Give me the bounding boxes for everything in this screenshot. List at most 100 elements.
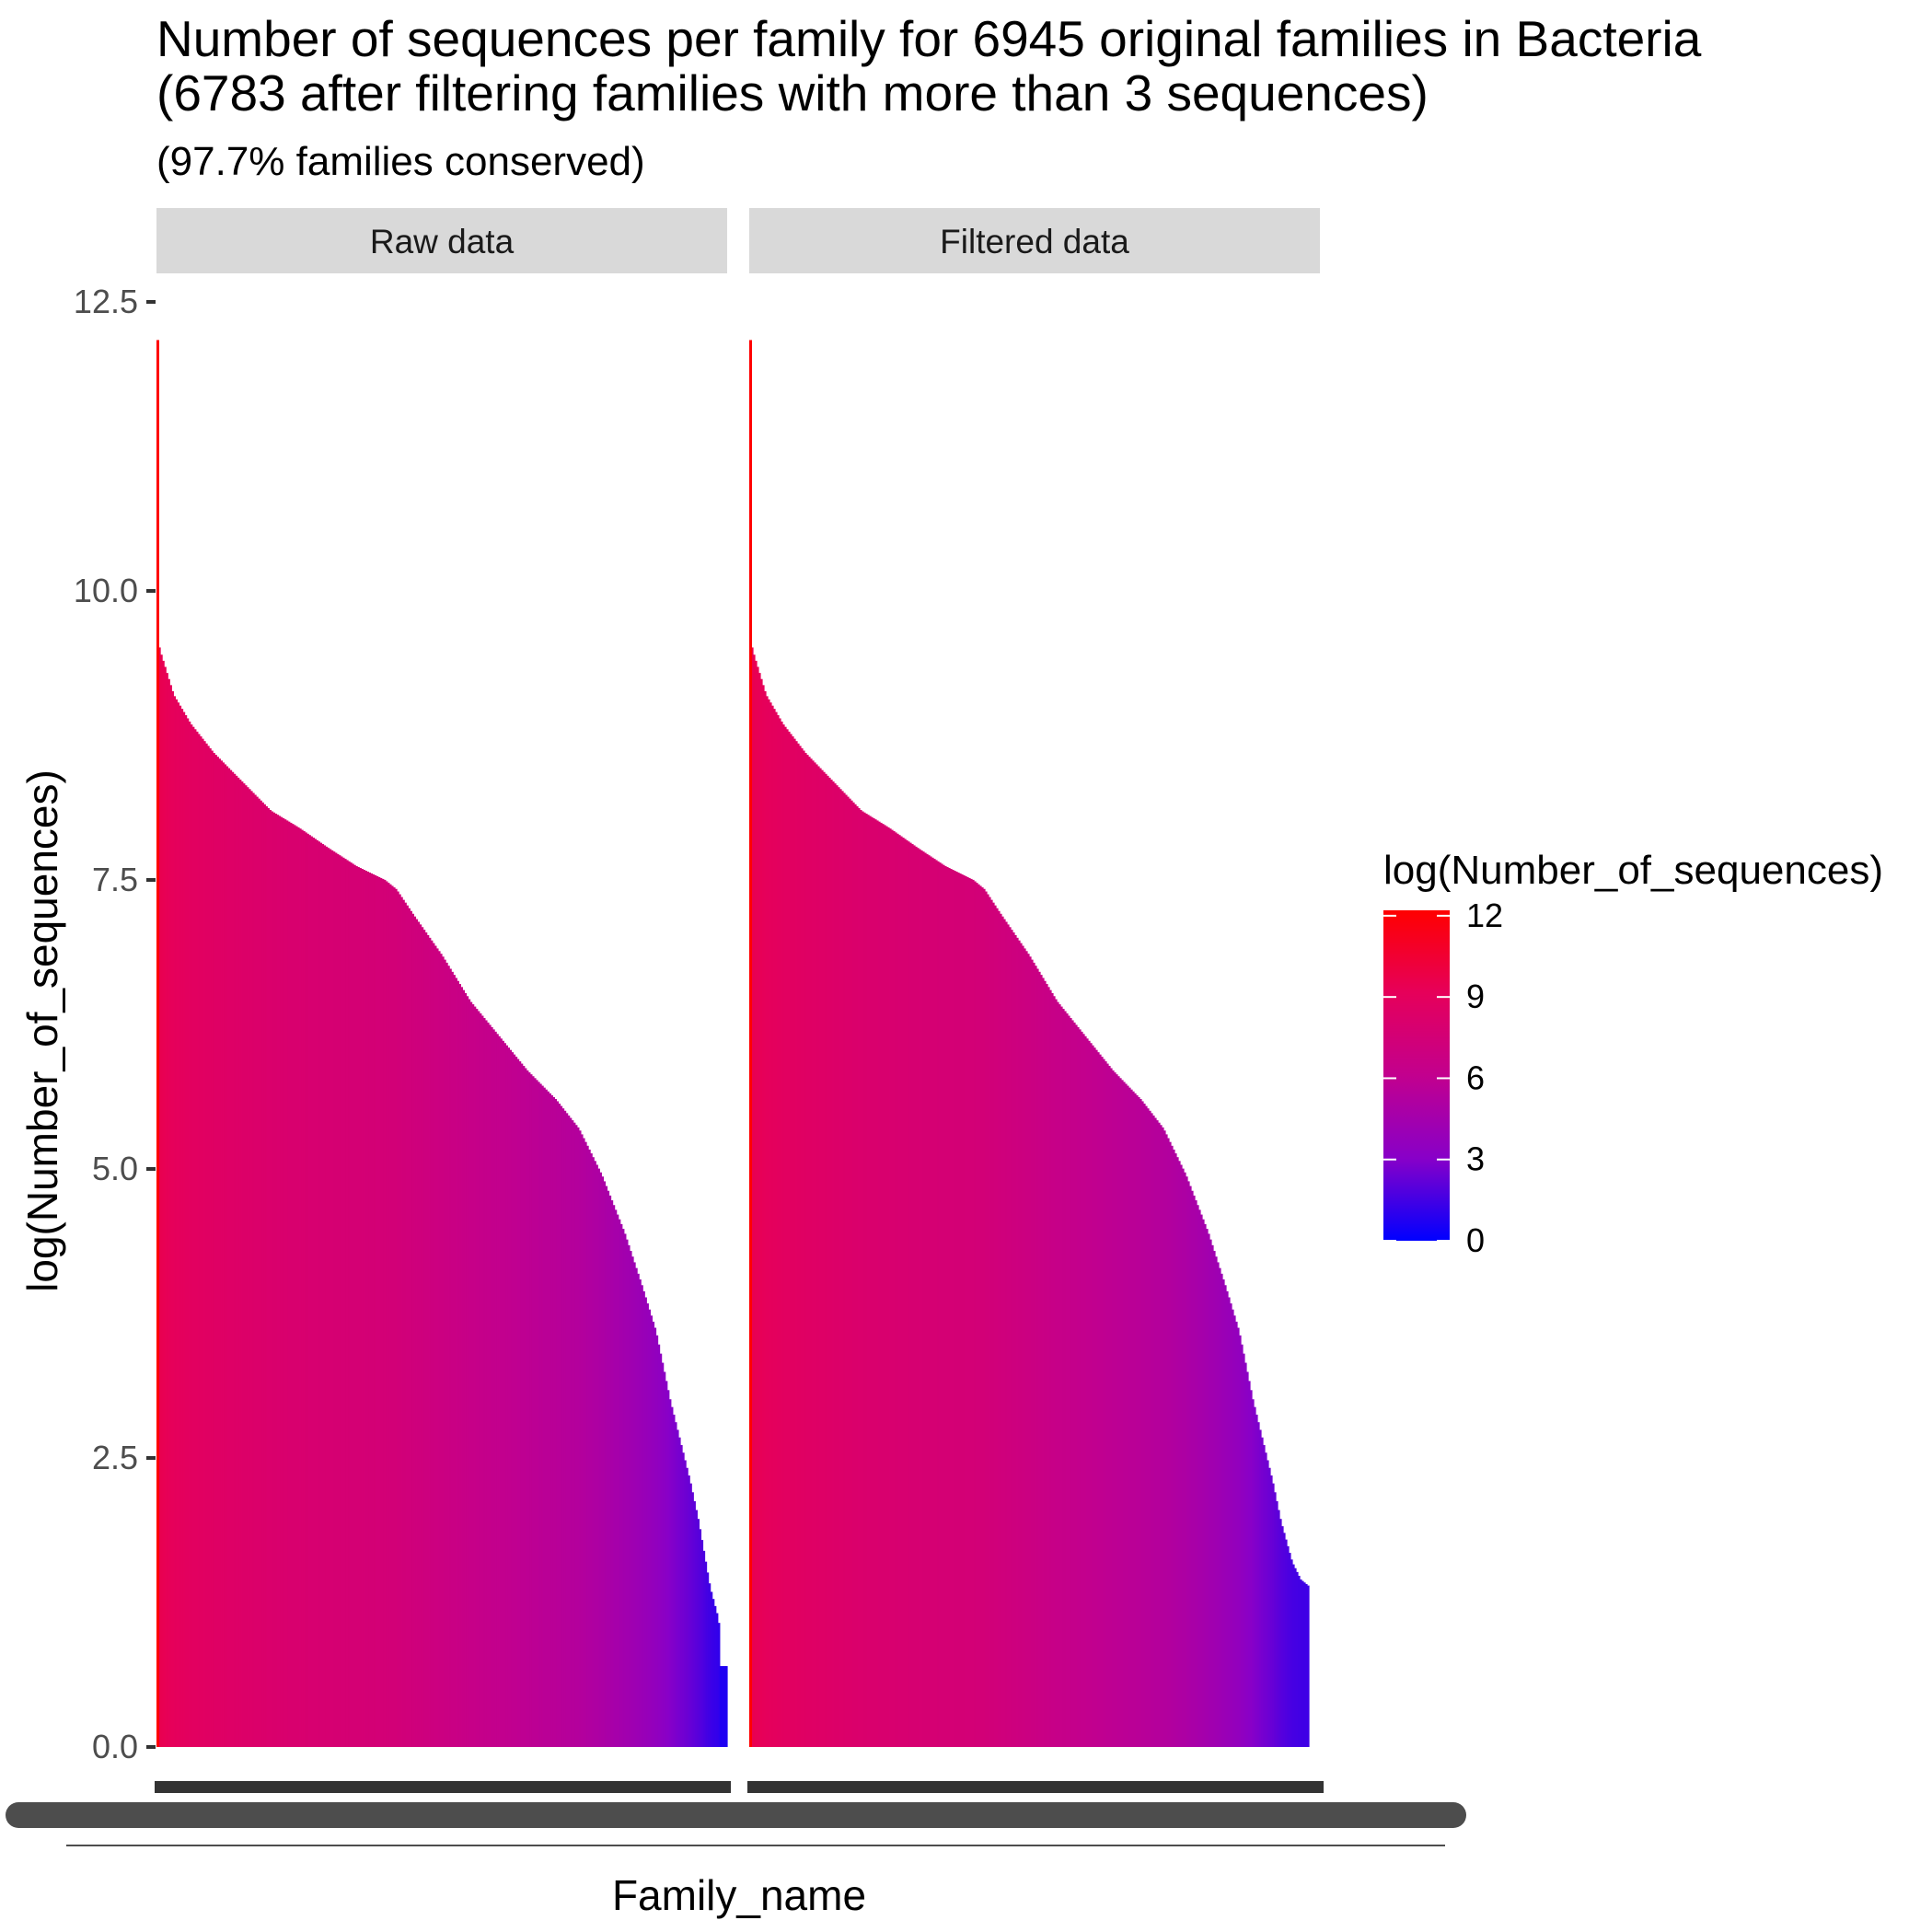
bar (944, 866, 947, 1747)
bar (966, 876, 969, 1747)
bar (1189, 1186, 1192, 1747)
bar (381, 878, 385, 1747)
bar (594, 1161, 596, 1747)
bar (543, 1087, 546, 1747)
bar (1305, 1583, 1308, 1747)
bar (329, 849, 332, 1747)
bar (880, 822, 883, 1747)
bar (1145, 1105, 1148, 1747)
bar (1029, 956, 1032, 1747)
bar (272, 812, 276, 1747)
bar (224, 764, 227, 1748)
bar (823, 771, 826, 1748)
bar (457, 980, 459, 1747)
bar (841, 791, 844, 1747)
bar (327, 848, 330, 1747)
bar (539, 1083, 542, 1747)
bar (1123, 1082, 1126, 1747)
bar (1106, 1063, 1109, 1747)
bar (177, 702, 180, 1747)
bar (435, 948, 439, 1747)
bar (227, 768, 231, 1747)
bar (830, 779, 833, 1747)
bar (432, 943, 435, 1747)
bar (486, 1022, 490, 1747)
bar (1248, 1381, 1251, 1747)
bar (237, 777, 240, 1747)
bar (661, 1362, 665, 1747)
bar (1119, 1078, 1122, 1747)
bar (319, 842, 323, 1747)
bar (248, 789, 251, 1747)
bar (1005, 921, 1008, 1747)
bar (769, 702, 772, 1747)
bar (832, 781, 835, 1747)
bar (920, 850, 923, 1747)
bar (1257, 1422, 1260, 1747)
bar (1186, 1176, 1188, 1747)
bar (1020, 943, 1023, 1747)
bar (639, 1279, 642, 1747)
bar (531, 1076, 535, 1747)
bar (933, 859, 936, 1747)
bar (321, 844, 325, 1747)
bar (355, 866, 358, 1747)
bar (205, 743, 208, 1747)
bar (549, 1093, 551, 1747)
bar (168, 678, 170, 1747)
bar (471, 1004, 475, 1747)
bar (353, 864, 356, 1747)
bar (573, 1122, 576, 1747)
bar (1070, 1017, 1072, 1747)
legend-label: 12 (1466, 897, 1503, 934)
bar (1077, 1026, 1080, 1747)
bar (838, 787, 840, 1747)
bar (500, 1038, 503, 1747)
bar (316, 839, 318, 1747)
bar (614, 1209, 618, 1747)
bar (854, 804, 857, 1747)
bar (871, 816, 873, 1747)
bar (334, 852, 338, 1747)
bar (691, 1492, 694, 1747)
bar (680, 1444, 683, 1747)
bar (350, 862, 353, 1747)
bar (1301, 1580, 1304, 1747)
bar (1049, 989, 1052, 1747)
bar (538, 1082, 540, 1747)
bar (819, 768, 822, 1747)
bar (1187, 1181, 1190, 1747)
bar (336, 853, 340, 1747)
bar (755, 660, 758, 1747)
bar (524, 1068, 527, 1747)
bar (713, 1605, 717, 1747)
bar (1193, 1195, 1196, 1747)
bar (1182, 1168, 1185, 1747)
bar (310, 836, 313, 1747)
bar (399, 894, 401, 1747)
bar (721, 1666, 724, 1747)
bar (303, 830, 306, 1747)
bar (1095, 1049, 1098, 1747)
bar (406, 905, 409, 1747)
bar (1114, 1072, 1116, 1747)
bar (906, 839, 908, 1747)
bar (724, 1666, 728, 1747)
bar (753, 654, 756, 1747)
bar (799, 746, 802, 1747)
bar (442, 956, 445, 1747)
bar (959, 873, 962, 1747)
bar (175, 699, 179, 1747)
bar (162, 660, 165, 1747)
bar (858, 807, 861, 1747)
chart-title-line1: Number of sequences per family for 6945 … (156, 10, 1702, 67)
bar (852, 802, 855, 1747)
bar (821, 769, 824, 1747)
bar (1047, 987, 1050, 1747)
bar (211, 750, 214, 1747)
bar (469, 1001, 473, 1747)
bar (455, 978, 457, 1747)
bar (166, 673, 168, 1747)
bar (222, 762, 226, 1747)
bar (612, 1205, 616, 1747)
